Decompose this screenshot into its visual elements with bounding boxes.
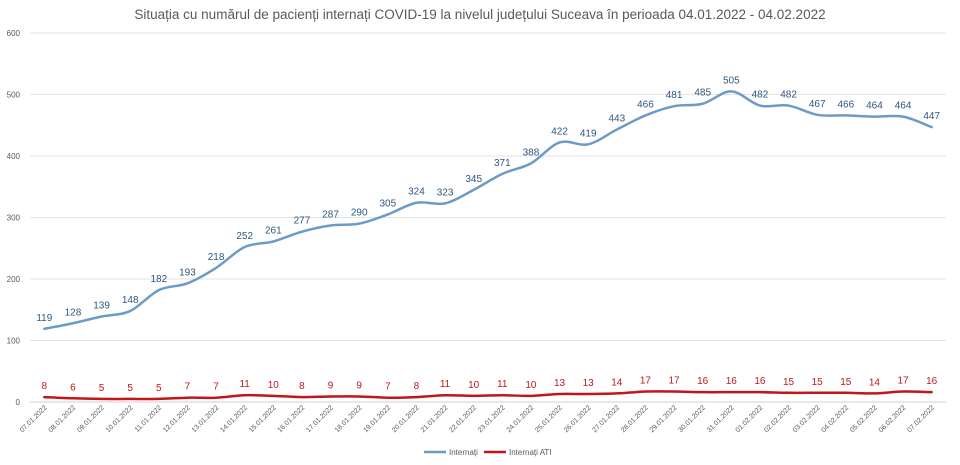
- data-label: 485: [694, 88, 711, 99]
- legend: Internați Internați ATI: [424, 448, 552, 457]
- y-tick-label: 300: [7, 214, 21, 223]
- data-label: 139: [93, 301, 110, 312]
- data-label: 128: [65, 307, 82, 318]
- data-label: 388: [523, 147, 540, 158]
- data-label: 9: [356, 380, 362, 391]
- series: [43, 90, 933, 401]
- data-label: 14: [611, 377, 623, 388]
- legend-label: Internați: [449, 448, 478, 457]
- data-label: 13: [583, 378, 595, 389]
- data-label: 467: [809, 99, 826, 110]
- data-label: 482: [780, 90, 797, 101]
- data-label: 7: [213, 382, 219, 393]
- data-label: 8: [42, 381, 48, 392]
- data-label: 6: [70, 382, 76, 393]
- y-tick-label: 200: [7, 275, 21, 284]
- data-label: 14: [869, 377, 881, 388]
- data-label: 119: [36, 313, 52, 324]
- data-label: 16: [697, 376, 709, 387]
- data-label: 11: [440, 379, 451, 390]
- data-label: 10: [268, 380, 280, 391]
- data-label: 16: [926, 376, 938, 387]
- data-label: 345: [465, 174, 482, 185]
- data-label: 443: [608, 114, 625, 125]
- data-label: 261: [265, 225, 282, 236]
- series-line-internati: [43, 90, 933, 331]
- y-tick-label: 500: [7, 91, 21, 100]
- data-label: 277: [294, 216, 311, 227]
- data-label: 464: [866, 101, 883, 112]
- data-label: 17: [640, 376, 652, 387]
- legend-label: Internați ATI: [509, 448, 552, 457]
- data-label: 290: [351, 208, 368, 219]
- series-line-internati-ati: [43, 390, 933, 401]
- data-label: 466: [637, 99, 654, 110]
- data-label: 323: [437, 187, 454, 198]
- data-label: 447: [923, 111, 940, 122]
- data-label: 17: [669, 376, 681, 387]
- data-label: 5: [99, 383, 105, 394]
- data-label: 182: [150, 274, 167, 285]
- data-label: 16: [754, 376, 766, 387]
- data-label: 11: [497, 379, 508, 390]
- data-label: 17: [898, 376, 910, 387]
- data-label: 15: [840, 377, 852, 388]
- data-label: 287: [322, 209, 339, 220]
- data-label: 7: [385, 382, 391, 393]
- y-tick-label: 600: [7, 29, 21, 38]
- data-label: 305: [379, 198, 396, 209]
- data-label: 481: [666, 90, 683, 101]
- data-label: 218: [208, 252, 225, 263]
- data-label: 5: [156, 383, 162, 394]
- data-label: 5: [127, 383, 133, 394]
- data-label: 13: [554, 378, 566, 389]
- data-label: 9: [328, 380, 334, 391]
- data-label: 464: [895, 101, 912, 112]
- data-label: 193: [179, 267, 196, 278]
- chart-title: Situația cu numărul de pacienți internaț…: [134, 7, 825, 22]
- y-tick-label: 400: [7, 152, 21, 161]
- data-label: 419: [580, 128, 597, 139]
- data-label: 466: [837, 99, 854, 110]
- data-label: 422: [551, 126, 568, 137]
- data-label: 10: [525, 380, 537, 391]
- data-label: 15: [812, 377, 824, 388]
- y-axis: 0 100 200 300 400 500 600: [7, 29, 21, 407]
- data-label: 252: [236, 231, 253, 242]
- data-label: 482: [752, 90, 769, 101]
- data-label: 15: [783, 377, 795, 388]
- data-label: 8: [299, 381, 305, 392]
- data-label: 8: [414, 381, 420, 392]
- data-label: 505: [723, 75, 740, 86]
- data-label: 371: [494, 158, 511, 169]
- grid: [30, 32, 946, 403]
- data-label: 148: [122, 295, 139, 306]
- data-label: 324: [408, 187, 425, 198]
- data-label: 10: [468, 380, 480, 391]
- y-tick-label: 0: [16, 398, 21, 407]
- y-tick-label: 100: [7, 337, 21, 346]
- data-label: 16: [726, 376, 738, 387]
- data-label: 7: [185, 382, 191, 393]
- data-label: 11: [239, 379, 250, 390]
